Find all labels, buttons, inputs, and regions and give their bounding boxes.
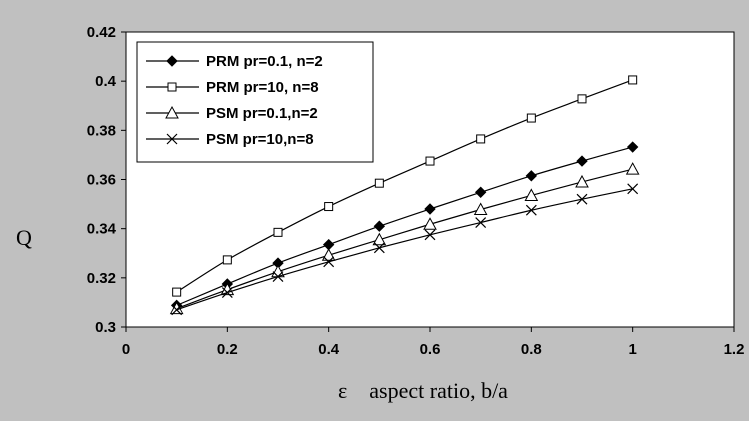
data-point (424, 229, 436, 241)
y-tick-label: 0.34 (87, 221, 117, 238)
x-tick-label: 0.8 (521, 341, 542, 358)
data-point (171, 304, 183, 316)
x-axis: 0 0.2 0.4 0.6 0.8 1 1.2 (122, 327, 745, 358)
data-point (272, 271, 284, 283)
legend-marker (167, 82, 177, 92)
data-point (425, 156, 435, 166)
data-point (222, 255, 232, 265)
data-point (626, 141, 639, 153)
series-2 (172, 75, 638, 297)
series-line (176, 79, 633, 293)
series-layer (169, 75, 640, 316)
x-tick-label: 0.4 (318, 341, 340, 358)
legend-item: PRM pr=0.1, n=2 (146, 53, 323, 70)
series-line (176, 146, 633, 306)
legend-item: PSM pr=10,n=8 (146, 131, 314, 148)
data-point (475, 217, 487, 228)
series-line (176, 168, 633, 310)
data-point (474, 186, 487, 198)
legend-marker (166, 133, 178, 145)
legend-item: PSM pr=0.1,n=2 (146, 105, 318, 122)
x-tick-label: 0.6 (420, 341, 441, 358)
x-tick-label: 0.2 (217, 341, 238, 358)
series-line (176, 188, 633, 311)
data-point (273, 227, 283, 237)
x-tick-label: 1.2 (724, 341, 745, 358)
y-tick-label: 0.38 (87, 122, 116, 139)
data-point (525, 170, 538, 182)
data-point (323, 256, 335, 268)
y-tick-label: 0.42 (87, 24, 116, 41)
data-point (476, 134, 486, 144)
data-point (473, 202, 488, 215)
data-point (525, 204, 537, 216)
data-point (324, 202, 334, 212)
y-tick-label: 0.36 (87, 172, 116, 189)
data-point (575, 174, 589, 188)
legend-marker (166, 55, 178, 67)
data-point (526, 113, 536, 123)
data-point (627, 183, 639, 195)
data-point (321, 248, 336, 261)
data-point (576, 155, 588, 167)
data-point (221, 287, 233, 299)
legend-label: PSM pr=10,n=8 (206, 131, 314, 148)
data-point (524, 188, 539, 201)
data-point (374, 178, 384, 188)
y-tick-label: 0.4 (95, 73, 117, 90)
data-point (373, 220, 386, 232)
legend-label: PRM pr=0.1, n=2 (206, 53, 323, 70)
legend-item: PRM pr=10, n=8 (146, 79, 319, 96)
y-tick-label: 0.3 (95, 319, 116, 336)
data-point (169, 301, 184, 315)
data-point (172, 287, 182, 297)
x-tick-label: 1 (628, 341, 636, 358)
legend-label: PRM pr=10, n=8 (206, 79, 319, 96)
series-3 (169, 162, 640, 315)
y-axis: 0.3 0.32 0.34 0.36 0.38 0.4 0.42 (87, 24, 126, 336)
data-point (577, 94, 587, 104)
data-point (423, 217, 437, 230)
data-point (628, 75, 638, 85)
data-point (576, 193, 588, 205)
x-axis-title: ε aspect ratio, b/a (338, 378, 508, 403)
data-point (424, 203, 436, 215)
data-point (373, 242, 385, 254)
data-point (625, 162, 640, 175)
data-point (372, 232, 387, 246)
legend-marker (165, 105, 179, 119)
y-tick-label: 0.32 (87, 270, 116, 287)
y-axis-title: Q (16, 225, 32, 250)
x-tick-label: 0 (122, 341, 130, 358)
series-4 (171, 183, 639, 316)
legend: PRM pr=0.1, n=2 PRM pr=10, n=8 PSM pr=0.1,… (146, 53, 323, 148)
legend-label: PSM pr=0.1,n=2 (206, 105, 318, 122)
